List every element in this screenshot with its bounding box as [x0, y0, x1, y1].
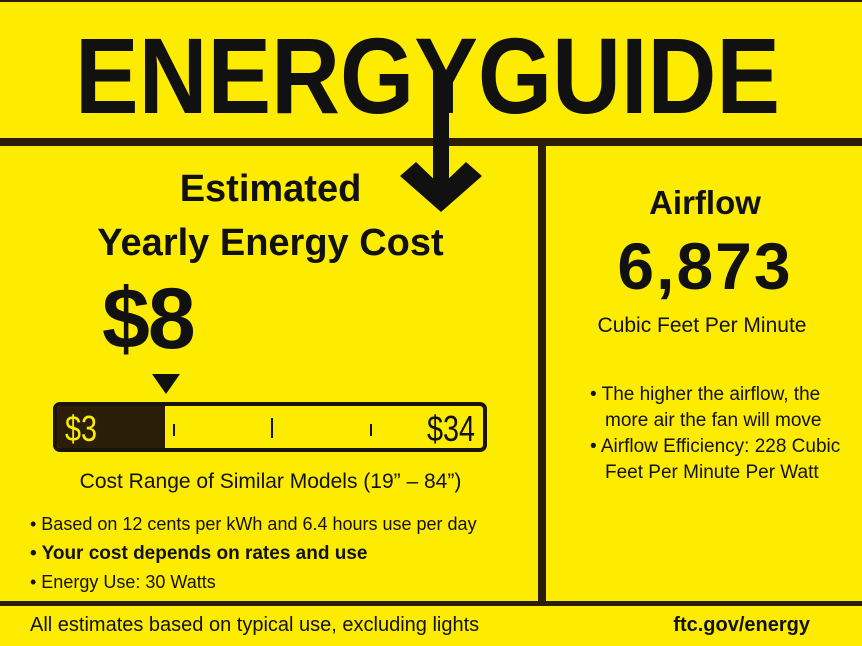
range-low: $3 — [65, 408, 98, 449]
divider-vertical — [538, 146, 546, 604]
airflow-note: • Airflow Efficiency: 228 Cubic — [590, 436, 841, 457]
footer-disclaimer: All estimates based on typical use, excl… — [30, 614, 480, 636]
cost-heading-line1: Estimated — [179, 168, 362, 210]
range-high: $34 — [426, 408, 475, 449]
tick — [370, 424, 372, 436]
note-item: • Energy Use: 30 Watts — [30, 572, 216, 592]
airflow-note: more air the fan will move — [605, 410, 822, 431]
airflow-note: Feet Per Minute Per Watt — [605, 462, 819, 483]
tick — [173, 424, 175, 436]
airflow-unit: Cubic Feet Per Minute — [597, 314, 807, 337]
divider-footer — [0, 601, 862, 606]
airflow-heading: Airflow — [649, 184, 761, 221]
cost-pointer-icon — [152, 374, 180, 394]
cost-range-fill — [57, 406, 165, 448]
note-item: • Based on 12 cents per kWh and 6.4 hour… — [30, 514, 477, 534]
airflow-note: • The higher the airflow, the — [590, 384, 821, 405]
airflow-notes: • The higher the airflow, the more air t… — [590, 382, 840, 486]
cost-range-caption: Cost Range of Similar Models (19” – 84”) — [79, 470, 462, 493]
cost-range-bar: $3 $34 — [53, 402, 487, 452]
divider-horizontal — [0, 138, 862, 146]
cost-heading-line2: Yearly Energy Cost — [97, 222, 444, 264]
footer-link[interactable]: ftc.gov/energy — [673, 614, 810, 636]
energyguide-title: ENERGYGUIDE — [75, 15, 780, 136]
airflow-value: 6,873 — [617, 229, 793, 303]
tick — [271, 418, 273, 438]
estimated-cost-value: $8 — [102, 271, 196, 367]
notes-list: • Based on 12 cents per kWh and 6.4 hour… — [30, 510, 477, 597]
down-arrow-icon — [400, 70, 482, 212]
note-item: • Your cost depends on rates and use — [30, 543, 368, 564]
